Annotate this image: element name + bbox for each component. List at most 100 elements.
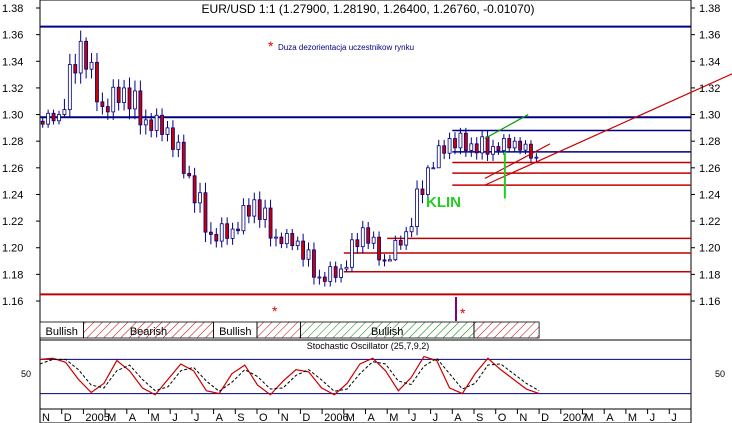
candle-body — [360, 227, 365, 248]
candle-body — [95, 61, 99, 103]
y-tick-label: 1.38 — [2, 3, 23, 15]
oscillator-title: Stochastic Oscillator (25,7,9,2) — [307, 341, 430, 351]
x-tick-label: M — [628, 412, 637, 423]
x-tick-label: D — [302, 412, 310, 423]
trend-lines — [484, 73, 732, 199]
candle-body — [474, 143, 479, 154]
candle-body — [143, 119, 148, 126]
candle-body — [181, 141, 186, 174]
x-tick-label: J — [650, 412, 656, 423]
y-tick-label-right: 1.18 — [699, 269, 720, 281]
candle-body — [469, 143, 474, 151]
annotation-text: Duza dezorientacja uczestnikow rynku — [278, 43, 414, 52]
candle-body — [214, 234, 219, 242]
y-tick-label: 1.32 — [2, 83, 23, 95]
candle-body — [219, 223, 224, 242]
x-tick-label: D — [541, 412, 549, 423]
candle-body — [425, 167, 430, 195]
chart-title: EUR/USD 1:1 (1.27900, 1.28190, 1.26400, … — [202, 2, 535, 16]
x-tick-label: J — [172, 412, 178, 423]
y-tick-label-right: 1.16 — [699, 296, 720, 308]
candle-body — [225, 223, 230, 239]
candle-body — [491, 146, 495, 155]
x-tick-label: J — [671, 412, 677, 423]
candle-body — [529, 143, 533, 159]
y-tick-label-right: 1.34 — [699, 56, 720, 68]
candle-body — [176, 141, 181, 150]
trend-band — [256, 321, 301, 339]
candle-body — [339, 268, 343, 278]
x-tick-label: O — [498, 412, 507, 423]
horizontal-levels — [40, 25, 691, 296]
candle-body — [415, 188, 419, 227]
stochastic-lines — [39, 355, 691, 396]
y-tick-label: 1.20 — [2, 243, 23, 255]
candle-body — [73, 64, 78, 74]
pattern-label: KLIN — [426, 194, 461, 211]
y-tick-label-right: 1.28 — [699, 136, 720, 148]
asterisk-marker-low: * — [272, 303, 278, 319]
x-tick-label: 2005 — [85, 412, 109, 423]
y-tick-label: 1.28 — [2, 136, 23, 148]
candle-body — [523, 143, 528, 151]
candle-body — [241, 205, 246, 232]
candle-body — [78, 40, 83, 74]
candle-body — [165, 127, 170, 135]
trend-band-label: Bullish — [371, 326, 403, 338]
y-tick-label-right: 1.36 — [699, 30, 720, 42]
candle-body — [203, 192, 208, 233]
y-tick-label-right: 1.30 — [699, 110, 720, 122]
candle-body — [350, 239, 354, 268]
candle-body — [40, 120, 45, 125]
x-tick-label: N — [519, 412, 527, 423]
candle-body — [127, 87, 132, 110]
candle-body — [274, 236, 278, 239]
trend-band — [473, 321, 540, 339]
y-tick-label: 1.36 — [2, 30, 23, 42]
candle-body — [317, 276, 322, 279]
x-tick-label: A — [606, 412, 614, 423]
candle-body — [263, 207, 268, 220]
candle-body — [480, 136, 485, 154]
x-tick-label: A — [454, 412, 462, 423]
y-tick-label: 1.26 — [2, 163, 23, 175]
candle-body — [496, 146, 501, 151]
candle-body — [355, 239, 360, 248]
candle-body — [57, 114, 61, 122]
x-tick-label: M — [151, 412, 160, 423]
osc-k-line — [39, 355, 540, 396]
candle-body — [290, 233, 295, 247]
y-axis-right: 1.38 1.36 1.34 1.32 1.30 1.28 1.26 1.24 1.22 1.20… — [691, 3, 720, 308]
candle-body — [122, 87, 126, 103]
candle-body — [420, 188, 425, 195]
y-axis-left: 1.38 1.36 1.34 1.32 1.30 1.28 1.26 1.24 1.22 1.20… — [2, 3, 40, 308]
y-tick-label-right: 1.38 — [699, 3, 720, 15]
x-tick-label: J — [411, 412, 417, 423]
x-tick-label: A — [368, 412, 376, 423]
candle-body — [149, 119, 154, 131]
x-tick-label: M — [585, 412, 594, 423]
x-tick-label: O — [259, 412, 268, 423]
candle-body — [133, 90, 137, 110]
candle-body — [534, 156, 539, 159]
x-tick-label: D — [64, 412, 72, 423]
candle-body — [46, 112, 51, 125]
trend-band-label: Bullish — [45, 326, 77, 338]
candles — [40, 30, 539, 287]
candle-body — [512, 140, 517, 149]
candle-body — [442, 145, 447, 154]
candle-body — [257, 199, 262, 220]
x-tick-label: S — [237, 412, 244, 423]
candle-body — [431, 167, 436, 170]
candle-body — [246, 205, 251, 217]
candle-body — [51, 112, 56, 122]
y-tick-label: 1.34 — [2, 56, 23, 68]
y-tick-label: 1.24 — [2, 189, 23, 201]
y-tick-label: 1.30 — [2, 110, 23, 122]
candle-body — [518, 140, 523, 151]
candle-body — [105, 106, 110, 113]
oscillator-panel — [39, 339, 692, 410]
candle-body — [89, 61, 94, 70]
